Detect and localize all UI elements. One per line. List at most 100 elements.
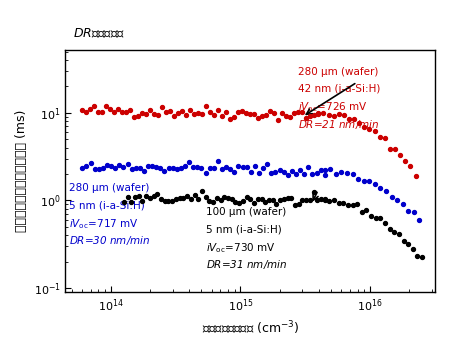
Point [176,195,183,200]
Point [108,163,115,169]
Point [366,126,373,132]
Point [143,193,150,199]
Point [247,169,254,174]
Point [219,113,226,119]
Point [210,165,217,171]
Point [169,165,176,171]
Point [155,113,162,118]
Point [177,165,184,170]
Point [306,197,314,203]
Point [95,166,102,172]
Point [382,188,390,194]
Point [132,165,140,170]
Point [321,197,328,202]
Point [381,136,388,141]
Point [220,194,228,200]
Point [206,165,213,171]
Point [310,112,318,117]
Point [264,161,271,167]
Point [185,159,193,165]
Point [340,112,347,118]
Point [112,165,119,171]
Point [202,170,209,176]
Point [139,198,146,204]
Point [124,194,131,200]
Point [305,164,312,170]
Point [247,196,254,202]
Point [218,166,225,171]
Point [206,198,213,204]
Point [181,163,189,169]
Point [235,109,242,115]
Point [235,201,243,206]
Point [292,202,299,208]
Point [214,159,221,164]
Text: $DR$=31 nm/min: $DR$=31 nm/min [206,258,287,271]
Point [217,197,224,202]
Point [180,195,187,201]
Text: $DR$=21 nm/min: $DR$=21 nm/min [298,118,380,131]
Point [146,195,153,200]
Text: $iV_\mathrm{oc}$=730 mV: $iV_\mathrm{oc}$=730 mV [206,241,275,255]
Point [120,164,127,169]
Point [187,108,194,113]
Point [354,201,361,206]
Point [191,111,198,117]
Point [405,208,412,214]
Point [335,111,342,117]
Point [263,112,270,118]
Point [297,167,304,172]
Point [372,215,379,220]
Point [223,165,230,170]
Point [231,169,238,175]
Point [321,196,328,202]
Point [360,178,367,184]
Point [94,109,102,114]
Point [120,200,127,205]
Point [409,246,416,252]
Point [395,231,402,237]
Point [258,196,265,202]
Point [243,164,250,170]
Point [225,195,232,201]
Point [288,168,296,174]
Point [144,163,152,169]
Point [255,115,262,121]
Point [303,115,310,121]
Point [325,112,332,118]
Point [317,167,324,172]
Point [284,172,292,177]
Point [313,170,320,175]
Point [269,197,276,203]
Point [179,108,186,114]
Point [299,197,306,203]
Point [195,110,202,115]
Point [87,106,94,112]
Point [198,189,206,194]
Text: 42 nm (i-a-Si:H): 42 nm (i-a-Si:H) [298,84,381,94]
Point [87,161,94,166]
Point [143,111,150,117]
Text: 5 nm (i-a-Si:H): 5 nm (i-a-Si:H) [69,200,145,210]
Point [172,196,180,202]
Point [199,111,206,117]
Point [215,107,222,113]
Point [261,200,269,205]
Point [210,199,217,205]
Point [175,110,182,116]
Point [355,176,362,181]
Point [332,171,339,176]
Point [223,109,230,115]
Point [202,103,210,109]
Point [386,226,393,232]
Point [191,192,198,197]
Point [343,170,351,176]
Point [271,110,278,116]
Point [239,198,247,203]
Point [392,146,399,152]
Point [195,196,202,202]
Point [371,181,378,187]
Point [309,171,316,176]
Point [239,164,246,170]
Point [366,178,373,184]
